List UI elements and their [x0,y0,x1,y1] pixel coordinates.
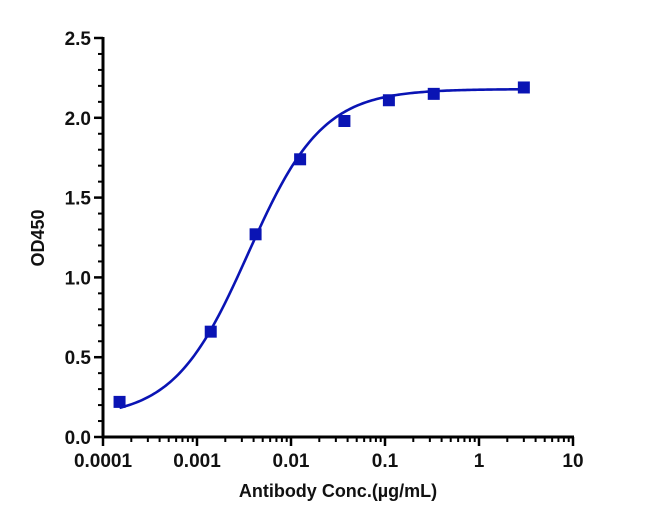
data-markers [113,81,530,408]
data-point-marker [338,114,351,127]
x-tick-label: 10 [562,451,583,472]
x-tick-label: 0.01 [273,451,310,472]
x-axis: 0.0001 0.001 0.01 0.1 1 10 [74,435,584,472]
y-tick-label: 2.0 [65,109,91,130]
x-tick-label: 0.1 [372,451,399,472]
y-tick-label: 0.0 [65,428,91,449]
y-tick-label: 0.5 [65,348,92,369]
y-axis-title: OD450 [28,209,48,266]
data-point-marker [294,153,307,166]
data-point-marker [249,228,262,241]
x-tick-label: 0.001 [173,451,221,472]
fit-curve [119,87,524,410]
data-point-marker [427,87,440,100]
x-axis-title: Antibody Conc.(µg/mL) [239,481,437,501]
data-point-marker [517,81,530,94]
data-point-marker [382,94,395,107]
y-tick-label: 1.5 [65,189,92,210]
x-tick-label: 0.0001 [74,451,133,472]
y-tick-label: 2.5 [65,29,92,50]
y-tick-label: 1.0 [65,268,91,289]
y-axis: 0.0 0.5 1.0 1.5 2.0 2.5 [65,29,105,449]
data-point-marker [204,325,217,338]
data-point-marker [113,395,126,408]
x-tick-label: 1 [474,451,485,472]
